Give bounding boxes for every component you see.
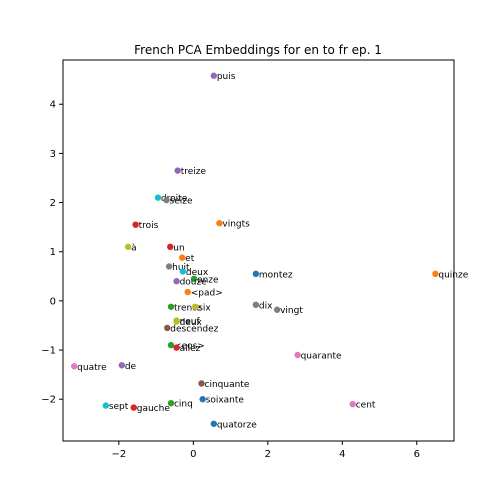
point-label: allez — [180, 344, 201, 354]
data-point — [167, 399, 175, 407]
data-point — [164, 324, 171, 332]
x-tick-label: 0 — [190, 449, 196, 460]
data-point — [199, 396, 206, 403]
x-tick-label: −2 — [111, 449, 126, 460]
y-tick-label: −2 — [41, 395, 56, 406]
point-label: cinquante — [205, 380, 250, 390]
point-label: à — [131, 243, 137, 253]
point-label: deux — [180, 318, 203, 328]
data-point — [167, 303, 175, 310]
x-tick-label: 6 — [414, 449, 420, 460]
point-label: sept — [109, 402, 129, 412]
data-point — [70, 363, 78, 370]
data-point — [132, 221, 139, 228]
data-point — [173, 344, 180, 351]
point-label: droite — [161, 194, 188, 204]
data-point — [294, 351, 301, 359]
data-point — [174, 167, 181, 174]
chart-title: French PCA Embeddings for en to fr ep. 1 — [134, 43, 382, 57]
data-point — [190, 275, 198, 282]
point-label: quatre — [77, 363, 107, 373]
y-tick-label: −1 — [41, 346, 56, 357]
data-point — [173, 278, 180, 285]
y-tick-label: 2 — [50, 198, 56, 209]
data-point — [273, 306, 281, 313]
data-point — [184, 288, 191, 296]
y-tick-label: 4 — [50, 100, 56, 111]
x-tick-label: 4 — [339, 449, 345, 460]
y-tick-label: 1 — [50, 247, 56, 258]
point-label: dix — [259, 301, 273, 311]
point-label: trois — [139, 221, 159, 231]
point-label: onze — [197, 275, 219, 285]
data-point — [154, 194, 162, 201]
data-point — [349, 400, 356, 408]
point-label: descendez — [170, 324, 218, 334]
data-point — [210, 72, 218, 79]
data-point — [167, 243, 174, 251]
point-label: cent — [356, 401, 376, 411]
point-label: montez — [259, 270, 293, 280]
point-label: deux — [186, 268, 209, 278]
point-label: <eos> — [174, 342, 205, 352]
point-label: et — [185, 254, 195, 264]
point-label: seize — [170, 197, 193, 207]
point-label: vingt — [280, 306, 303, 316]
data-point — [198, 380, 205, 387]
point-label: gauche — [137, 404, 171, 414]
data-point — [252, 301, 260, 309]
data-point — [252, 270, 260, 278]
data-point — [130, 404, 137, 411]
point-label: puis — [217, 72, 236, 82]
data-point — [163, 196, 170, 204]
data-point — [102, 402, 110, 409]
data-point — [118, 362, 126, 369]
y-tick-label: 3 — [50, 149, 56, 160]
point-label: douze — [180, 278, 208, 288]
data-point — [173, 318, 180, 325]
data-point — [432, 270, 439, 278]
x-tick-label: 2 — [265, 449, 271, 460]
data-point — [216, 220, 223, 227]
point-label: un — [173, 243, 184, 253]
point-label: quarante — [301, 351, 342, 361]
data-point — [179, 268, 187, 275]
point-label: cinq — [174, 400, 193, 410]
point-label: <pad> — [191, 289, 223, 299]
point-label: neuf — [180, 317, 201, 327]
point-label: de — [125, 362, 137, 372]
data-point — [210, 420, 218, 427]
data-point — [178, 254, 186, 261]
point-label: soixante — [206, 396, 245, 406]
data-point — [124, 243, 132, 251]
data-point — [165, 263, 173, 270]
axis-ticks: −2 0 2 4 6 −2 −1 0 1 2 3 4 — [41, 100, 420, 460]
y-tick-label: 0 — [50, 296, 56, 307]
data-point — [191, 303, 199, 310]
data-point — [167, 341, 175, 349]
point-label: trente — [174, 303, 202, 313]
plot-frame — [62, 59, 455, 442]
point-label: treize — [181, 167, 207, 177]
point-label: six — [198, 303, 211, 313]
point-label: huit — [172, 263, 190, 273]
point-label: quatorze — [217, 420, 257, 430]
point-label: vingts — [222, 220, 250, 230]
